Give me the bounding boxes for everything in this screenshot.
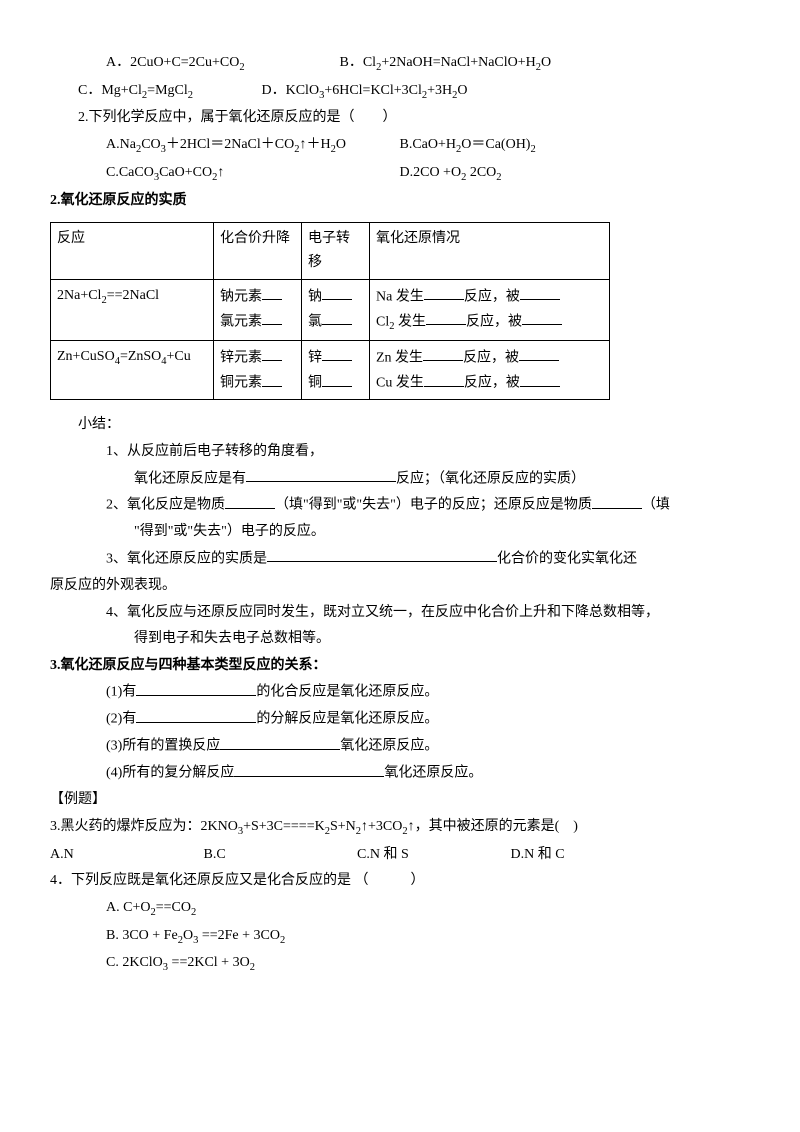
q3-opt-c: C.N 和 S (357, 842, 507, 869)
th-electron: 电子转移 (302, 223, 370, 280)
cell-electron: 钠氯 (302, 279, 370, 340)
th-redox: 氧化还原情况 (370, 223, 610, 280)
question-4: 4．下列反应既是氧化还原反应又是化合反应的是 （ ） (50, 868, 750, 895)
q3-opt-a: A.N (50, 842, 200, 869)
question-3: 3.黑火药的爆炸反应为：2KNO3+S+3C====K2S+N2↑+3CO2↑，… (50, 814, 750, 842)
q4-opt-a: A. C+O2==CO2 (50, 895, 750, 923)
cell-redox: Zn 发生反应，被Cu 发生反应，被 (370, 340, 610, 399)
summary-3a: 3、氧化还原反应的实质是化合价的变化实氧化还 (50, 546, 750, 573)
option-line-2: C．Mg+Cl2=MgCl2 D．KClO3+6HCl=KCl+3Cl2+3H2… (50, 78, 750, 106)
q3-options: A.N B.C C.N 和 S D.N 和 C (50, 842, 750, 869)
q2-opt-c: C.CaCO3CaO+CO2↑ (106, 160, 396, 188)
q4-opt-c: C. 2KClO3 ==2KCl + 3O2 (50, 950, 750, 978)
option-line-1: A．2CuO+C=2Cu+CO2 B．Cl2+2NaOH=NaCl+NaClO+… (50, 50, 750, 78)
rel-1: (1)有的化合反应是氧化还原反应。 (50, 679, 750, 706)
rel-3: (3)所有的置换反应氧化还原反应。 (50, 733, 750, 760)
summary-2a: 2、氧化反应是物质（填"得到"或"失去"）电子的反应；还原反应是物质（填 (50, 492, 750, 519)
table-row: Zn+CuSO4=ZnSO4+Cu 锌元素铜元素 锌铜 Zn 发生反应，被Cu … (51, 340, 610, 399)
summary-4a: 4、氧化反应与还原反应同时发生，既对立又统一，在反应中化合价上升和下降总数相等， (50, 600, 750, 627)
q2-line-cd: C.CaCO3CaO+CO2↑ D.2CO +O2 2CO2 (50, 160, 750, 188)
opt-c: C．Mg+Cl2=MgCl2 (78, 78, 258, 106)
rel-4: (4)所有的复分解反应氧化还原反应。 (50, 760, 750, 787)
opt-a: A．2CuO+C=2Cu+CO2 (106, 50, 336, 78)
q3-opt-b: B.C (204, 842, 354, 869)
cell-valence: 钠元素氯元素 (214, 279, 302, 340)
q2-line-ab: A.Na2CO3＋2HCl＝2NaCl＋CO2↑＋H2O B.CaO+H2O＝C… (50, 132, 750, 160)
summary-1b: 氧化还原反应是有反应；（氧化还原反应的实质） (50, 466, 750, 493)
summary-4b: 得到电子和失去电子总数相等。 (50, 626, 750, 653)
redox-table: 反应 化合价升降 电子转移 氧化还原情况 2Na+Cl2==2NaCl 钠元素氯… (50, 222, 610, 400)
cell-valence: 锌元素铜元素 (214, 340, 302, 399)
summary-3b: 原反应的外观表现。 (50, 573, 750, 600)
summary-1a: 1、从反应前后电子转移的角度看， (50, 439, 750, 466)
table-header-row: 反应 化合价升降 电子转移 氧化还原情况 (51, 223, 610, 280)
heading-relation: 3.氧化还原反应与四种基本类型反应的关系： (50, 653, 750, 680)
q2-opt-d: D.2CO +O2 2CO2 (400, 165, 502, 180)
summary-lead: 小结： (50, 412, 750, 439)
rel-2: (2)有的分解反应是氧化还原反应。 (50, 706, 750, 733)
q2-opt-b: B.CaO+H2O＝Ca(OH)2 (400, 137, 536, 152)
cell-rxn: 2Na+Cl2==2NaCl (51, 279, 214, 340)
cell-electron: 锌铜 (302, 340, 370, 399)
opt-b: B．Cl2+2NaOH=NaCl+NaClO+H2O (340, 55, 552, 70)
q3-opt-d: D.N 和 C (511, 842, 565, 869)
cell-redox: Na 发生反应，被Cl2 发生反应，被 (370, 279, 610, 340)
summary-2b: "得到"或"失去"）电子的反应。 (50, 519, 750, 546)
question-2: 2.下列化学反应中，属于氧化还原反应的是（ ） (50, 105, 750, 132)
opt-d: D．KClO3+6HCl=KCl+3Cl2+3H2O (262, 83, 468, 98)
th-reaction: 反应 (51, 223, 214, 280)
cell-rxn: Zn+CuSO4=ZnSO4+Cu (51, 340, 214, 399)
heading-essence: 2.氧化还原反应的实质 (50, 188, 750, 215)
q4-opt-b: B. 3CO + Fe2O3 ==2Fe + 3CO2 (50, 923, 750, 951)
example-label: 【例题】 (50, 787, 750, 814)
q2-opt-a: A.Na2CO3＋2HCl＝2NaCl＋CO2↑＋H2O (106, 132, 396, 160)
th-valence: 化合价升降 (214, 223, 302, 280)
table-row: 2Na+Cl2==2NaCl 钠元素氯元素 钠氯 Na 发生反应，被Cl2 发生… (51, 279, 610, 340)
txt: A．2CuO+C=2Cu+CO (106, 55, 239, 70)
